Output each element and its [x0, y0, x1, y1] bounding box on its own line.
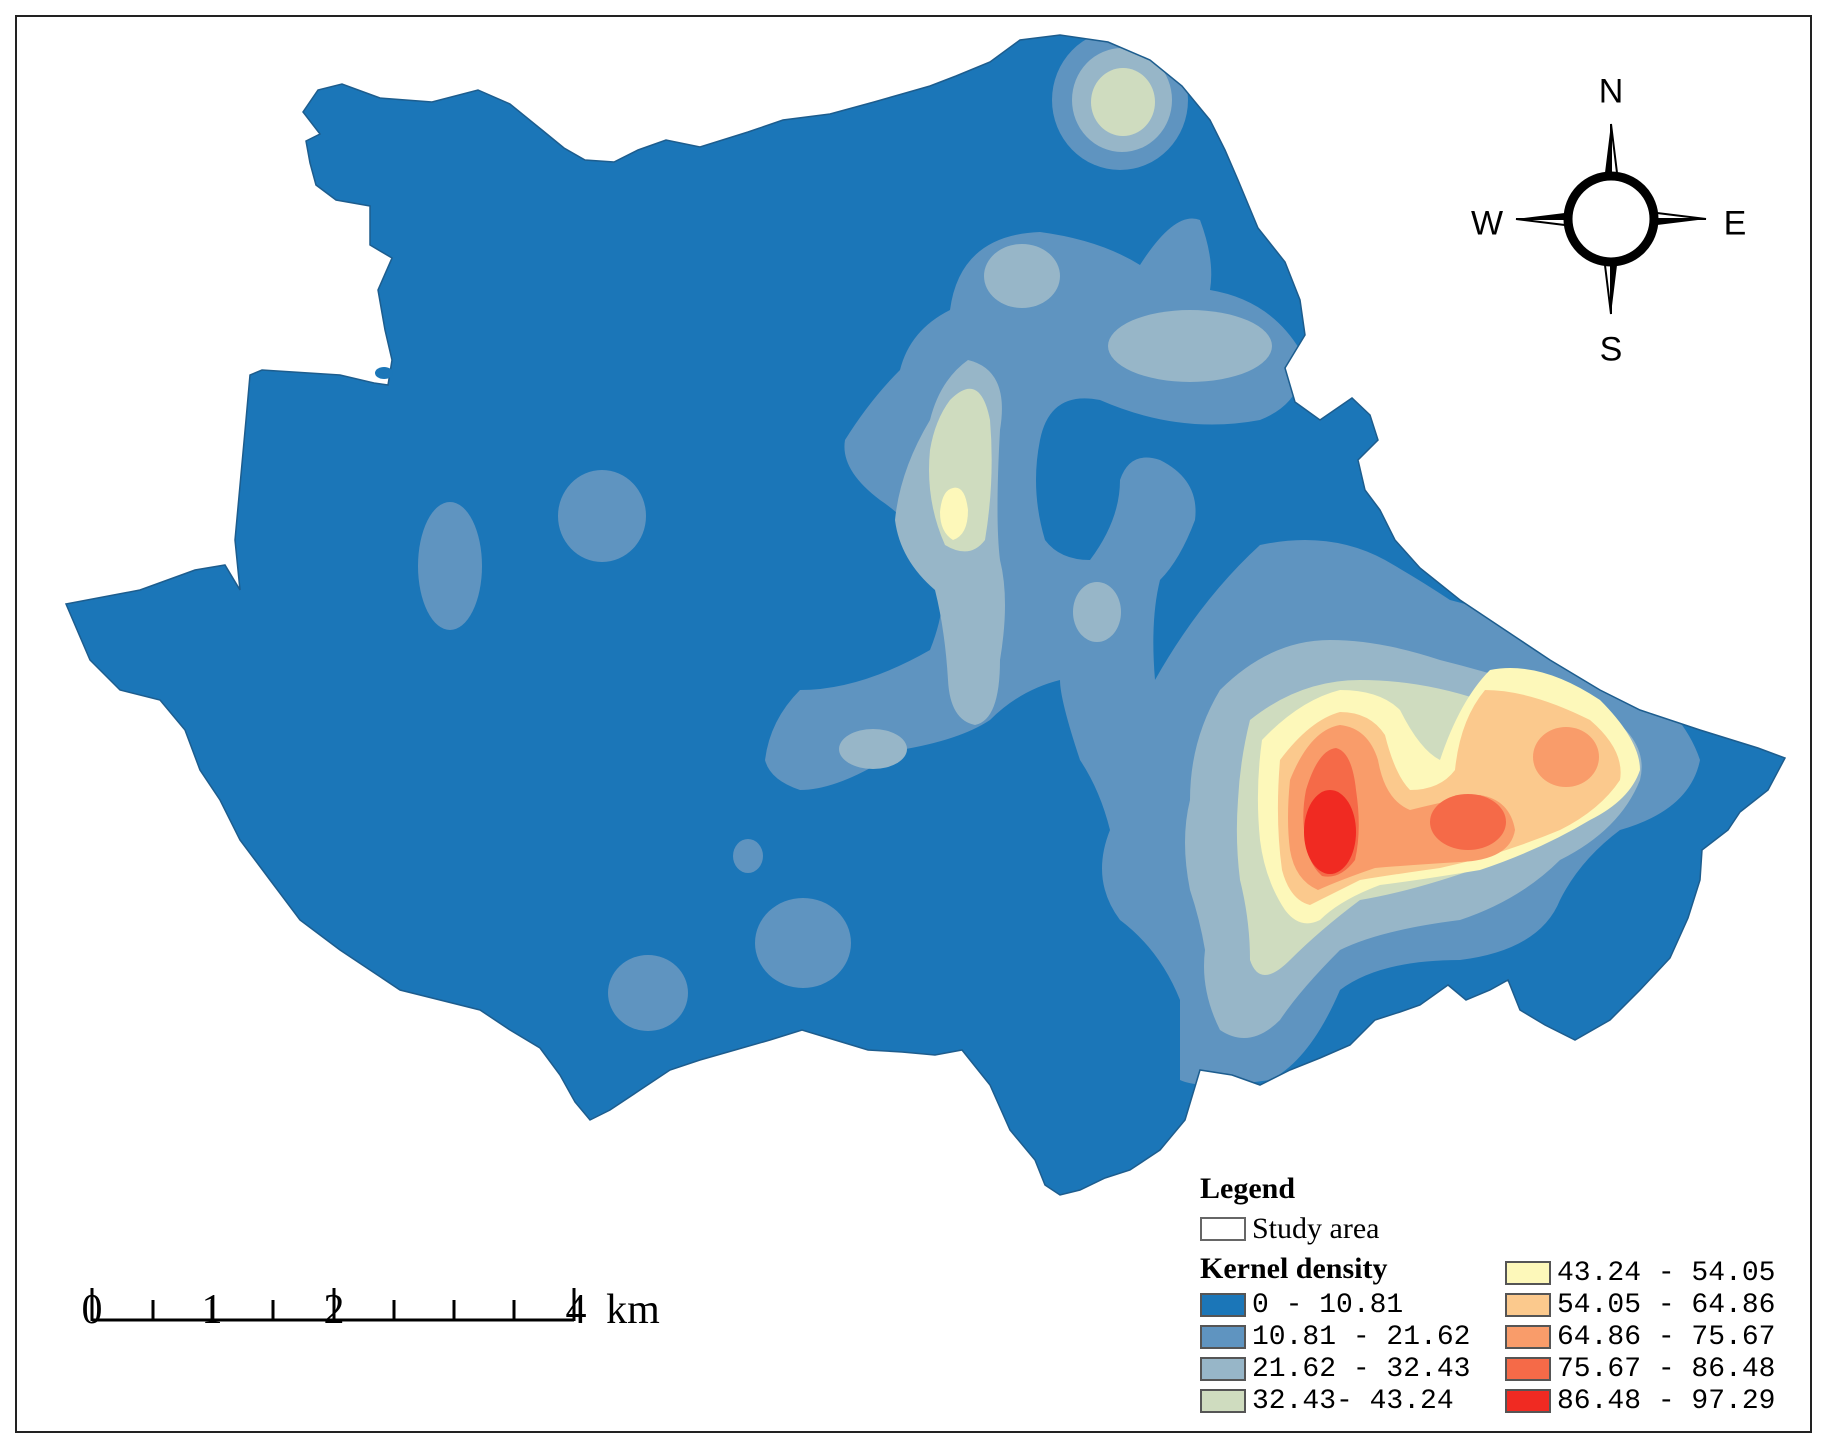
legend-class-swatch	[1200, 1325, 1246, 1349]
compass-ring	[1563, 171, 1659, 267]
legend-class-label: 86.48 - 97.29	[1557, 1385, 1776, 1417]
legend-class-9: 86.48 - 97.29	[1505, 1385, 1776, 1417]
study-area-label: Study area	[1252, 1212, 1380, 1245]
scale-tick-label-2: 2	[323, 1287, 345, 1333]
legend-class-label: 54.05 - 64.86	[1557, 1289, 1776, 1321]
legend-class-label: 75.67 - 86.48	[1557, 1353, 1776, 1385]
compass-w-label: W	[1470, 204, 1504, 243]
density-band-9	[1304, 790, 1356, 874]
legend-class-label: 10.81 - 21.62	[1252, 1321, 1471, 1353]
legend-class-swatch	[1505, 1325, 1551, 1349]
legend-study-area: Study area	[1200, 1212, 1380, 1245]
legend-class-label: 43.24 - 54.05	[1557, 1257, 1776, 1289]
legend-class-2: 10.81 - 21.62	[1200, 1321, 1471, 1353]
legend-class-swatch	[1505, 1389, 1551, 1413]
legend-class-swatch	[1200, 1357, 1246, 1381]
legend-class-swatch	[1505, 1293, 1551, 1317]
legend-class-swatch	[1505, 1357, 1551, 1381]
scale-bar	[90, 1288, 576, 1322]
legend-class-5: 43.24 - 54.05	[1505, 1257, 1776, 1289]
study-area-base	[66, 35, 1785, 1195]
compass-e-label: E	[1723, 204, 1747, 243]
legend-class-swatch	[1200, 1389, 1246, 1413]
scale-tick-label-1: 1	[201, 1287, 223, 1333]
scale-unit-label: km	[606, 1287, 660, 1333]
legend-class-label: 64.86 - 75.67	[1557, 1321, 1776, 1353]
legend-class-4: 32.43- 43.24	[1200, 1385, 1454, 1417]
scale-tick-label-4: 4	[565, 1287, 587, 1333]
islet	[375, 367, 393, 379]
legend-class-8: 75.67 - 86.48	[1505, 1353, 1776, 1385]
legend-class-6: 54.05 - 64.86	[1505, 1289, 1776, 1321]
legend-class-swatch	[1200, 1293, 1246, 1317]
legend-class-3: 21.62 - 32.43	[1200, 1353, 1471, 1385]
legend-class-swatch	[1505, 1261, 1551, 1285]
legend-class-label: 21.62 - 32.43	[1252, 1353, 1471, 1385]
compass-rose	[1515, 123, 1707, 315]
legend-class-1: 0 - 10.81	[1200, 1289, 1404, 1321]
legend-class-label: 32.43- 43.24	[1252, 1385, 1454, 1417]
density-surface	[418, 35, 1700, 1085]
study-area-swatch	[1200, 1217, 1246, 1241]
legend: Legend Study area Kernel density 0 - 10.…	[1200, 1172, 1800, 1422]
compass-n-label: N	[1598, 72, 1624, 111]
compass-s-label: S	[1599, 330, 1623, 369]
scale-tick-label-0: 0	[81, 1287, 103, 1333]
legend-title: Legend	[1200, 1172, 1296, 1205]
kernel-density-title: Kernel density	[1200, 1252, 1388, 1285]
legend-class-7: 64.86 - 75.67	[1505, 1321, 1776, 1353]
legend-class-label: 0 - 10.81	[1252, 1289, 1404, 1321]
